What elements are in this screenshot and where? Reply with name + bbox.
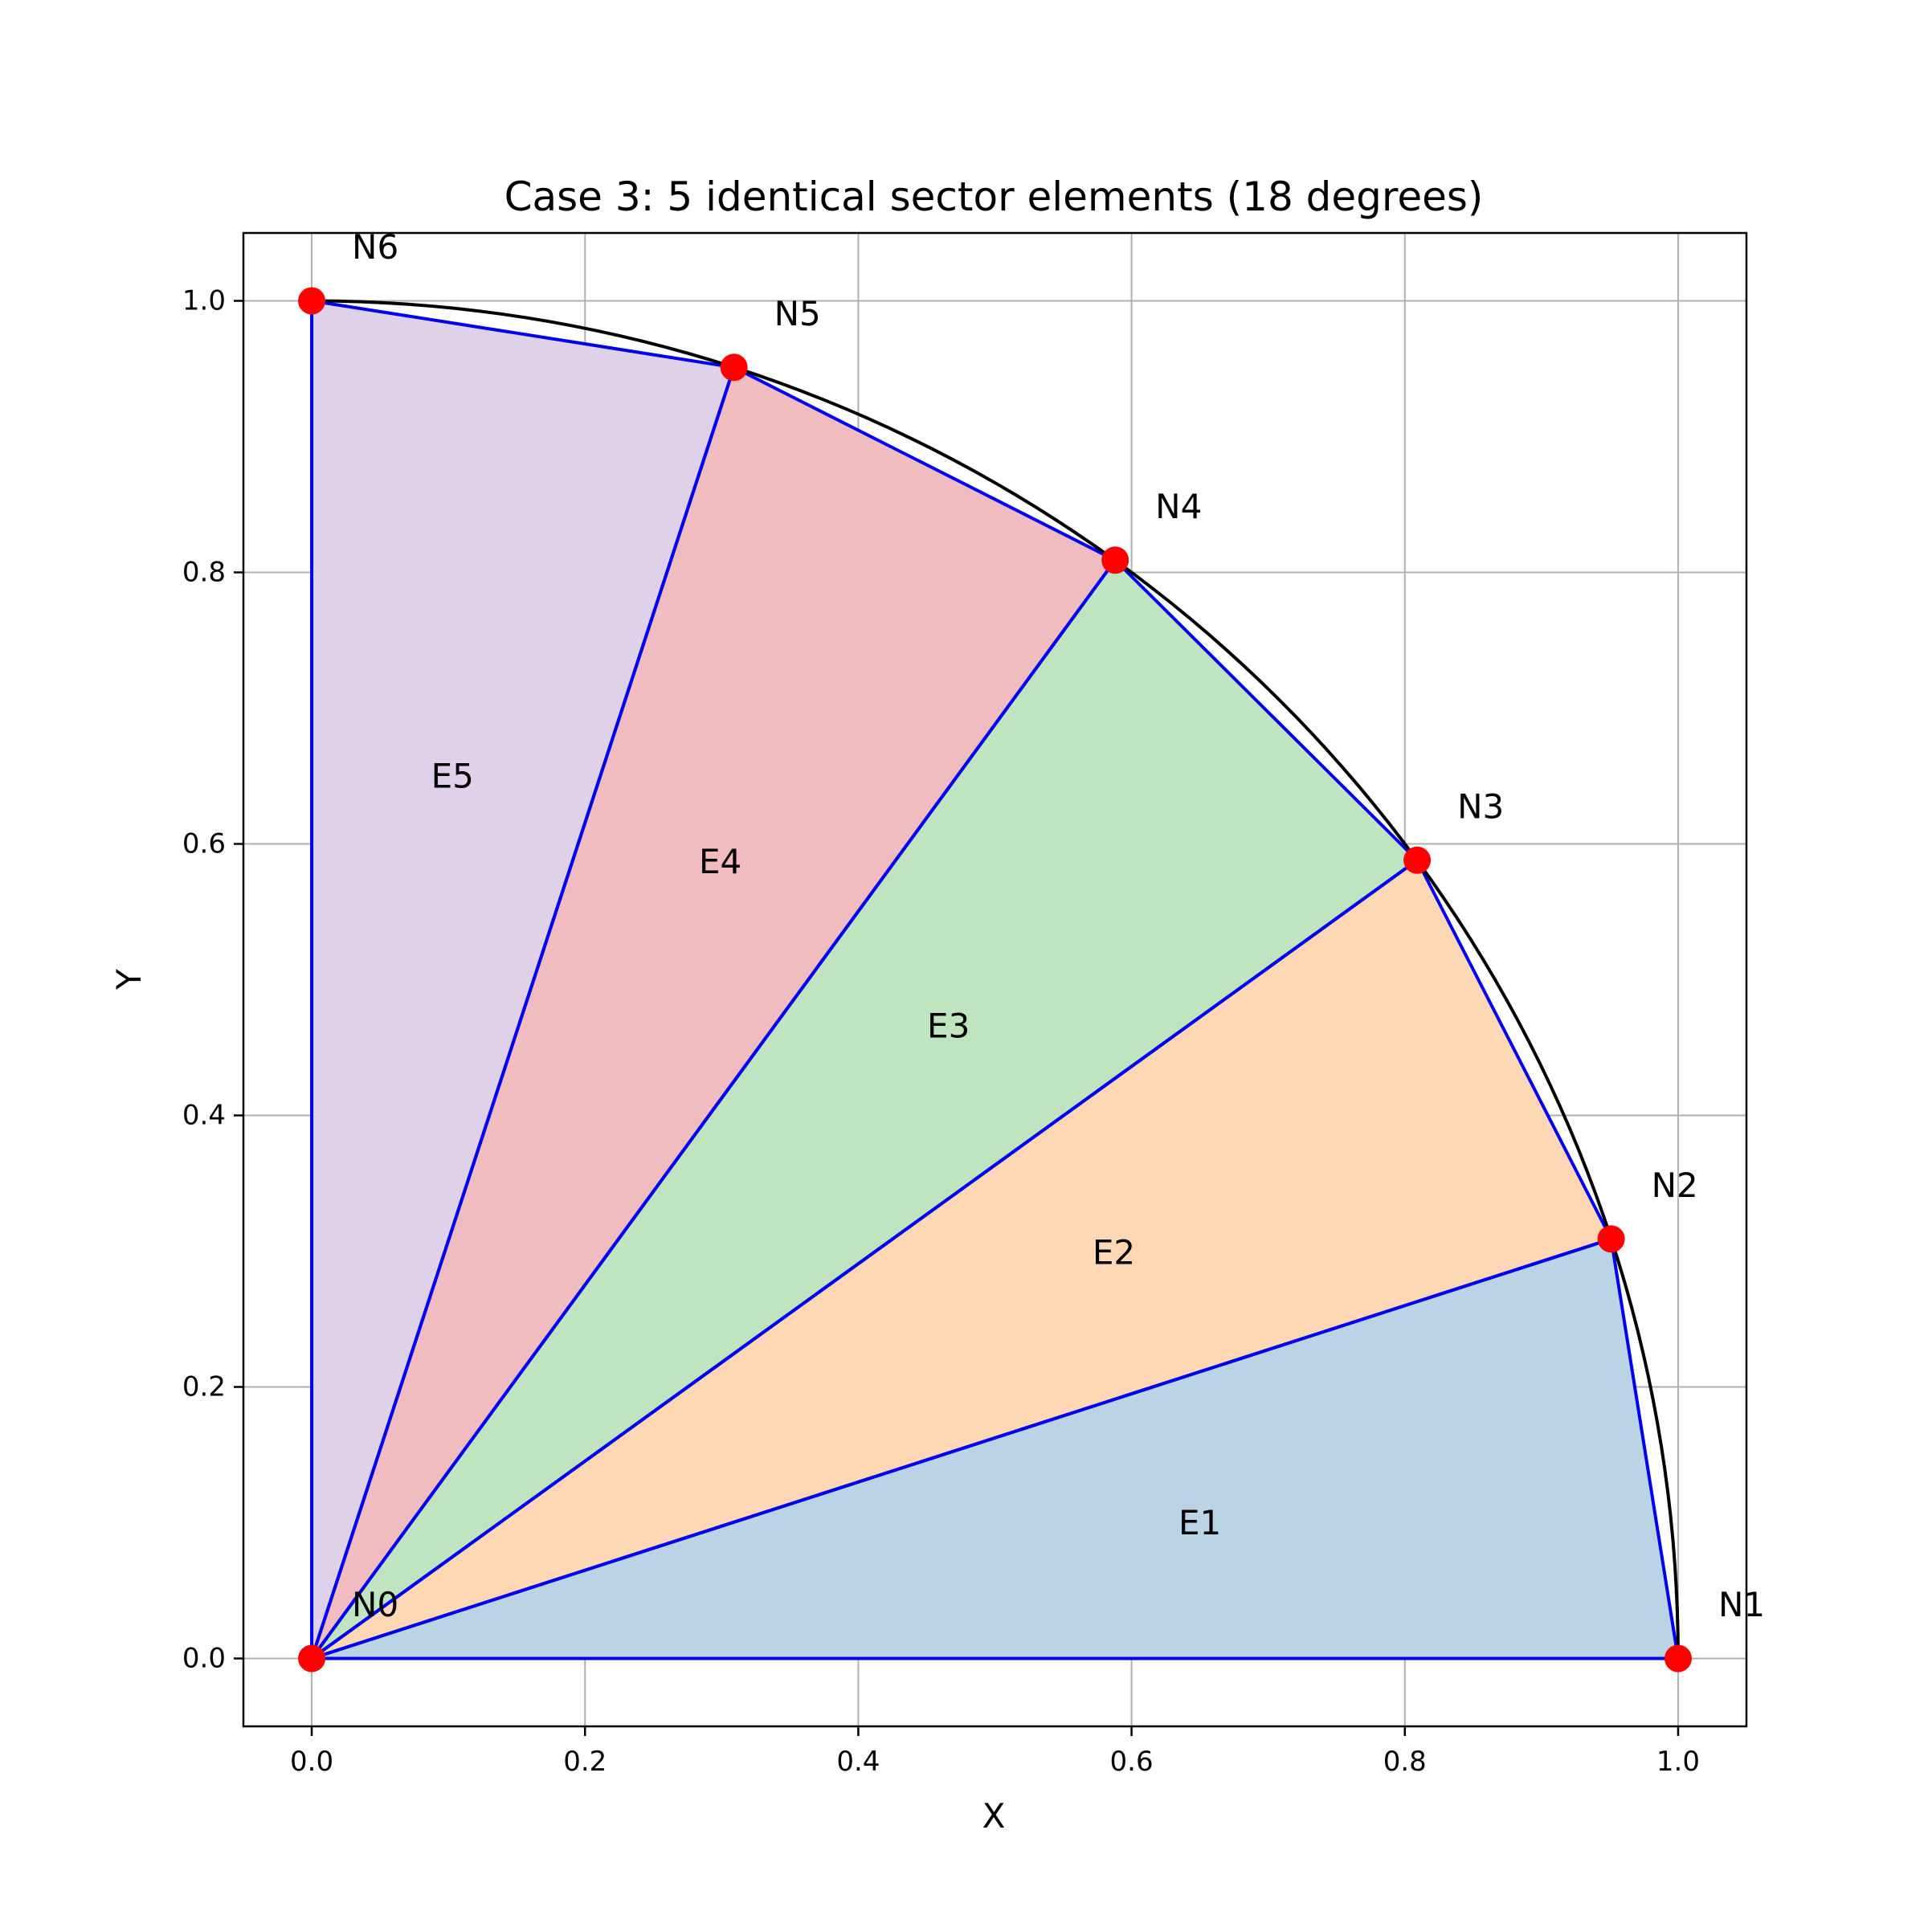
y-tick-label-2: 0.4 <box>182 1100 226 1132</box>
axes-frame <box>242 231 1748 1728</box>
y-tick-label-5: 1.0 <box>182 285 226 317</box>
element-label-e5: E5 <box>431 757 474 796</box>
chart-title: Case 3: 5 identical sector elements (18 … <box>504 174 1484 220</box>
x-tick-label-5: 1.0 <box>1656 1746 1700 1778</box>
x-tick-label-1: 0.2 <box>563 1746 607 1778</box>
x-axis-label: X <box>982 1796 1006 1836</box>
node-label-n1: N1 <box>1718 1585 1765 1624</box>
element-label-e2: E2 <box>1093 1233 1135 1272</box>
x-tick-label-0: 0.0 <box>290 1746 333 1778</box>
node-n3-marker <box>1403 846 1432 874</box>
element-e5-fill <box>312 300 734 1659</box>
node-n0-marker <box>298 1644 326 1673</box>
element-e1-fill <box>312 1239 1678 1659</box>
node-n2-marker <box>1597 1225 1625 1253</box>
node-label-n5: N5 <box>774 294 821 333</box>
y-tick-label-1: 0.2 <box>182 1371 226 1403</box>
x-tick-label-2: 0.4 <box>836 1746 880 1778</box>
mesh-nodes <box>298 287 1692 1673</box>
node-n5-marker <box>720 353 748 382</box>
node-n4-marker <box>1101 546 1129 574</box>
element-labels: E1 E2 E3 E4 E5 <box>431 757 1222 1543</box>
y-tick-label-3: 0.6 <box>182 828 226 860</box>
y-axis-label: Y <box>109 969 149 991</box>
y-tick-label-4: 0.8 <box>182 557 226 589</box>
element-e4-fill <box>312 367 1116 1659</box>
node-label-n2: N2 <box>1652 1166 1698 1205</box>
node-label-n4: N4 <box>1155 487 1202 526</box>
axis-ticks: 0.0 0.2 0.4 0.6 0.8 1.0 0.0 0.2 0.4 0.6 0.8 1.0 <box>182 285 1700 1779</box>
element-label-e4: E4 <box>699 842 741 881</box>
element-label-e1: E1 <box>1178 1503 1221 1542</box>
quarter-circle-arc <box>312 299 1680 1659</box>
node-label-n0: N0 <box>352 1585 398 1624</box>
node-n1-marker <box>1664 1644 1692 1673</box>
element-e5-edges <box>310 299 736 1660</box>
y-tick-label-0: 0.0 <box>182 1643 226 1675</box>
element-e3-fill <box>312 560 1418 1659</box>
x-tick-label-3: 0.6 <box>1110 1746 1154 1778</box>
node-label-n3: N3 <box>1457 786 1504 826</box>
x-tick-label-4: 0.8 <box>1383 1746 1427 1778</box>
element-label-e3: E3 <box>927 1006 970 1045</box>
mesh-elements <box>310 299 1680 1660</box>
element-e2-fill <box>312 860 1611 1659</box>
node-n6-marker <box>298 287 326 315</box>
